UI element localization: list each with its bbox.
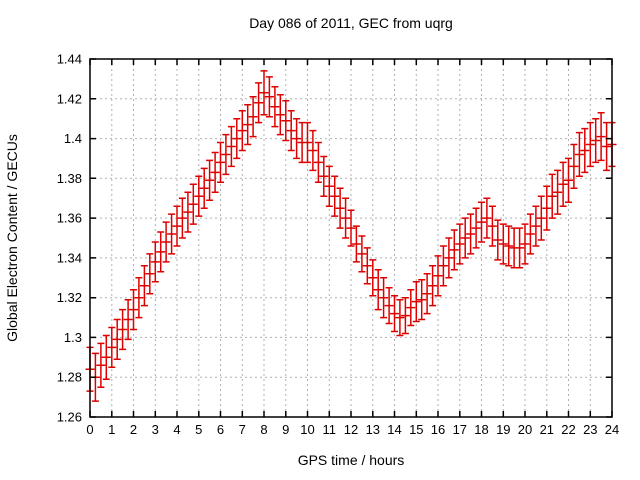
x-tick-label: 22 bbox=[561, 422, 575, 437]
x-tick-label: 14 bbox=[387, 422, 401, 437]
y-tick-label: 1.36 bbox=[57, 211, 82, 226]
tick-marks bbox=[89, 58, 613, 418]
x-axis-label: GPS time / hours bbox=[298, 452, 405, 468]
x-tick-label: 15 bbox=[409, 422, 423, 437]
x-tick-label: 7 bbox=[239, 422, 246, 437]
chart-title: Day 086 of 2011, GEC from uqrg bbox=[249, 15, 453, 31]
x-tick-label: 6 bbox=[217, 422, 224, 437]
y-tick-label: 1.38 bbox=[57, 171, 82, 186]
x-tick-label: 0 bbox=[86, 422, 93, 437]
y-axis-label: Global Electron Content / GECUs bbox=[4, 134, 20, 342]
x-tick-label: 10 bbox=[300, 422, 314, 437]
x-tick-label: 9 bbox=[282, 422, 289, 437]
x-tick-label: 21 bbox=[540, 422, 554, 437]
y-tick-label: 1.28 bbox=[57, 370, 82, 385]
y-tick-label: 1.42 bbox=[57, 91, 82, 106]
x-tick-label: 17 bbox=[453, 422, 467, 437]
x-tick-label: 24 bbox=[605, 422, 619, 437]
x-tick-label: 11 bbox=[323, 422, 337, 437]
y-tick-label: 1.3 bbox=[64, 330, 82, 345]
y-tick-label: 1.26 bbox=[57, 410, 82, 425]
y-tick-label: 1.4 bbox=[64, 131, 82, 146]
x-tick-label: 12 bbox=[344, 422, 358, 437]
x-tick-label: 13 bbox=[366, 422, 380, 437]
x-tick-label: 2 bbox=[130, 422, 137, 437]
x-tick-label: 20 bbox=[518, 422, 532, 437]
x-tick-label: 1 bbox=[108, 422, 115, 437]
y-tick-label: 1.32 bbox=[57, 290, 82, 305]
x-tick-label: 5 bbox=[195, 422, 202, 437]
x-tick-label: 18 bbox=[474, 422, 488, 437]
x-tick-label: 8 bbox=[260, 422, 267, 437]
y-tick-label: 1.44 bbox=[57, 52, 82, 67]
x-tick-label: 23 bbox=[583, 422, 597, 437]
y-tick-label: 1.34 bbox=[57, 250, 82, 265]
x-tick-label: 19 bbox=[496, 422, 510, 437]
x-tick-label: 3 bbox=[152, 422, 159, 437]
plot-area: 1.261.281.31.321.341.361.381.41.421.440 1… bbox=[57, 52, 620, 438]
x-tick-label: 16 bbox=[431, 422, 445, 437]
x-tick-label: 4 bbox=[173, 422, 180, 437]
